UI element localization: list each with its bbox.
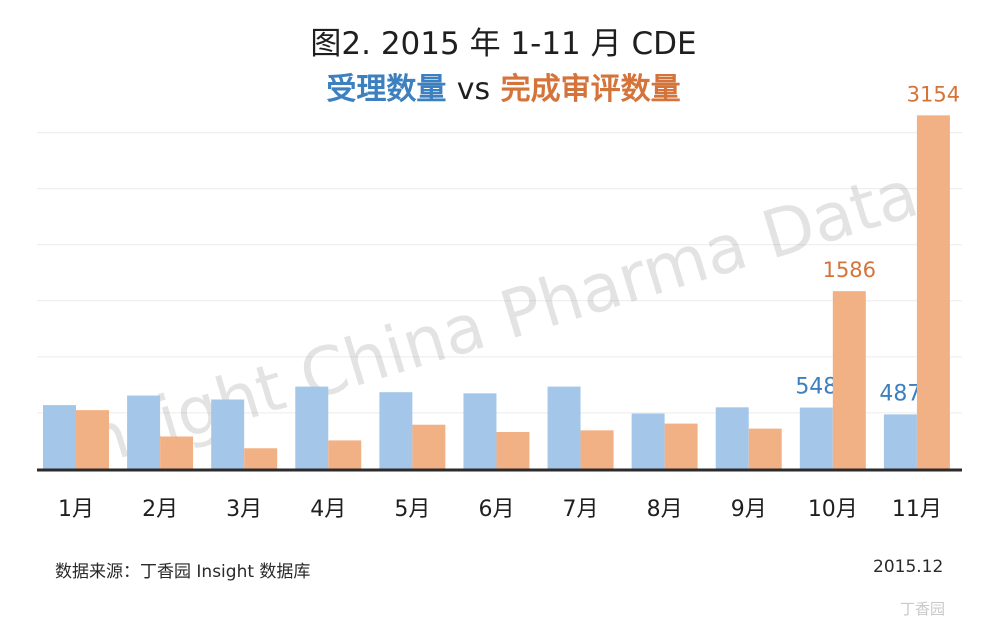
bar-completed <box>328 440 362 469</box>
subtitle-series2: 完成审评数量 <box>500 72 681 107</box>
subtitle-vs: vs <box>456 72 491 107</box>
bar-completed <box>748 428 782 469</box>
bar-completed <box>76 410 109 469</box>
bar-completed <box>664 423 698 469</box>
bar-completed <box>496 431 530 469</box>
bar-received <box>127 395 161 469</box>
bar-received <box>463 393 497 469</box>
data-label: 3154 <box>907 82 960 106</box>
bar-received <box>295 386 329 469</box>
logo-text: 丁香园 <box>900 600 946 618</box>
bar-received <box>43 405 76 469</box>
chart-subtitle: 受理数量 vs 完成审评数量 <box>0 64 1007 108</box>
chart-title: 图2. 2015 年 1-11 月 CDE <box>310 26 697 62</box>
data-label: 548 <box>795 375 837 400</box>
bar-completed <box>244 448 278 469</box>
bar-received <box>631 413 665 469</box>
x-tick-label: 9月 <box>731 497 767 522</box>
x-tick-label: 6月 <box>478 497 514 522</box>
bar-received <box>883 414 917 469</box>
subtitle-series1: 受理数量 <box>326 72 447 107</box>
x-tick-label: 3月 <box>226 497 262 522</box>
bar-received <box>211 399 245 469</box>
bar-received <box>799 407 833 469</box>
x-tick-label: 1月 <box>58 497 94 522</box>
x-tick-label: 7月 <box>563 497 599 522</box>
bar-completed <box>832 291 866 469</box>
x-tick-label: 8月 <box>647 497 683 522</box>
date-note: 2015.12 <box>873 557 944 577</box>
source-note: 数据来源：丁香园 Insight 数据库 <box>55 562 311 582</box>
site-logo: 丁香园 <box>900 598 945 619</box>
x-tick-label: 5月 <box>394 497 430 522</box>
data-label: 1586 <box>823 258 876 282</box>
bar-completed <box>160 436 194 469</box>
x-tick-label: 4月 <box>310 497 346 522</box>
x-tick-label: 11月 <box>892 497 942 522</box>
bar-received <box>715 407 749 469</box>
bar-received <box>379 392 413 469</box>
data-label: 487 <box>879 381 921 406</box>
bar-completed <box>580 430 614 469</box>
bar-completed <box>412 424 446 469</box>
x-tick-label: 2月 <box>142 497 178 522</box>
bar-received <box>547 386 581 469</box>
x-tick-label: 10月 <box>808 497 858 522</box>
bar-completed <box>916 115 950 469</box>
